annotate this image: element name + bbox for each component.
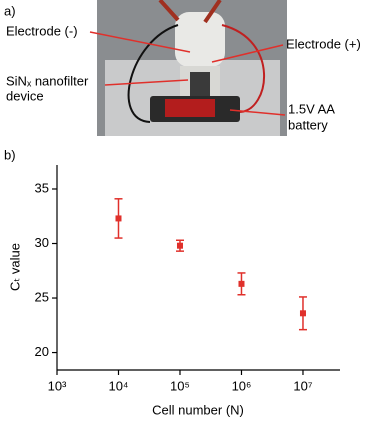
- point: [299, 310, 306, 317]
- y-tick-label: 20: [35, 344, 49, 359]
- panel-label: a): [4, 3, 16, 18]
- x-tick-label: 10⁵: [170, 378, 190, 393]
- x-tick-label: 10⁴: [108, 378, 128, 393]
- leader-lines: [89, 31, 286, 116]
- x-tick-label: 10⁶: [232, 378, 252, 393]
- y-tick-label: 25: [35, 289, 49, 304]
- annotation: Electrode (+): [286, 36, 361, 51]
- annotation: battery: [288, 117, 328, 132]
- point: [115, 215, 122, 222]
- annotation: Electrode (-): [6, 23, 78, 38]
- annotation: SiNₓ nanofilter: [6, 73, 89, 88]
- panel-label: b): [4, 147, 16, 162]
- photo: [97, 0, 287, 136]
- x-tick-label: 10⁷: [293, 378, 312, 393]
- y-tick-label: 30: [35, 235, 49, 250]
- y-axis-label: Cₜ value: [7, 243, 22, 291]
- x-tick-label: 10³: [48, 378, 67, 393]
- point: [238, 280, 245, 287]
- x-axis-label: Cell number (N): [152, 402, 244, 417]
- y-tick-label: 35: [35, 180, 49, 195]
- point: [176, 242, 183, 249]
- annotation: device: [6, 88, 44, 103]
- annotation: 1.5V AA: [288, 101, 335, 116]
